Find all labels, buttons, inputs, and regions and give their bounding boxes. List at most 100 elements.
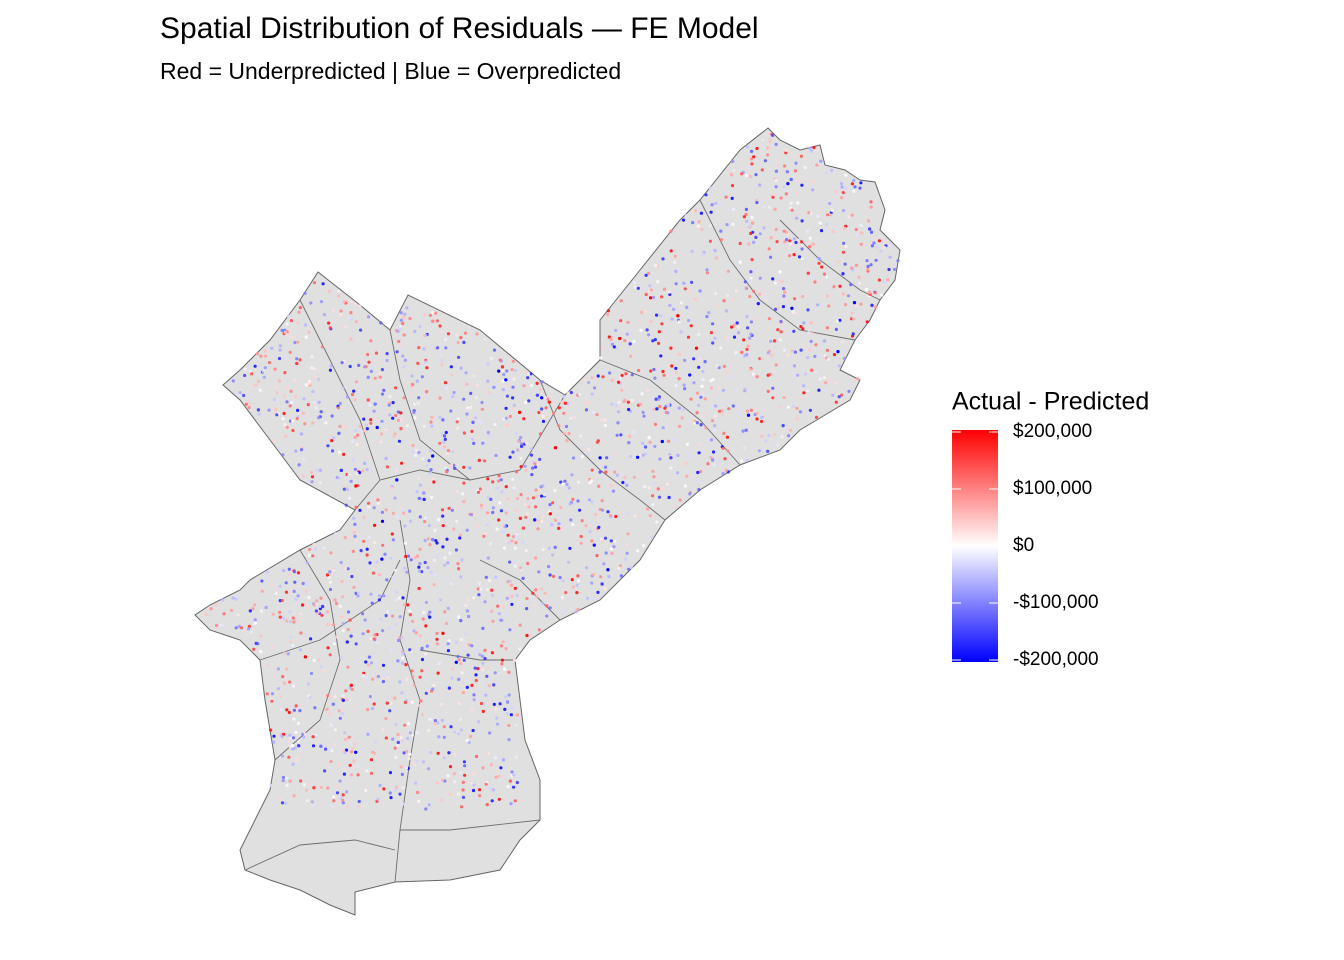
residual-point xyxy=(289,319,293,323)
residual-point xyxy=(478,794,482,798)
residual-point xyxy=(474,678,478,683)
residual-point xyxy=(447,686,451,690)
residual-point xyxy=(701,369,705,374)
residual-point xyxy=(475,524,479,528)
residual-point xyxy=(886,278,890,282)
residual-point xyxy=(648,514,653,518)
residual-point xyxy=(750,149,754,153)
residual-point xyxy=(749,276,753,280)
residual-point xyxy=(478,653,482,657)
residual-point xyxy=(767,317,772,321)
residual-point xyxy=(377,573,381,577)
residual-point xyxy=(396,418,400,422)
residual-point xyxy=(651,469,655,473)
residual-point xyxy=(816,214,820,218)
residual-point xyxy=(542,493,547,497)
residual-point xyxy=(345,640,349,644)
residual-point xyxy=(333,598,337,602)
residual-point xyxy=(841,191,845,195)
residual-point xyxy=(683,287,687,291)
residual-point xyxy=(441,418,445,422)
residual-point xyxy=(498,358,502,362)
district-line xyxy=(299,299,381,481)
residual-point xyxy=(401,596,405,600)
residual-point xyxy=(444,466,448,470)
residual-point xyxy=(364,365,368,369)
residual-point xyxy=(312,658,316,663)
residual-point xyxy=(437,661,442,666)
residual-point xyxy=(663,406,667,410)
residual-point xyxy=(331,702,335,706)
residual-point xyxy=(424,807,428,811)
residual-point xyxy=(431,454,435,458)
residual-point xyxy=(292,708,296,712)
residual-point xyxy=(459,662,463,666)
residual-point xyxy=(850,182,855,186)
residual-point xyxy=(580,519,584,523)
residual-point xyxy=(757,449,762,453)
residual-point xyxy=(433,719,437,723)
residual-point xyxy=(394,722,398,727)
residual-point xyxy=(402,365,406,369)
residual-point xyxy=(730,184,735,188)
residual-point xyxy=(618,564,623,568)
residual-point xyxy=(874,258,878,262)
residual-point xyxy=(484,575,488,579)
residual-point xyxy=(790,349,795,353)
residual-point xyxy=(339,655,343,659)
residual-point xyxy=(270,699,274,703)
residual-point xyxy=(421,457,425,461)
residual-point xyxy=(742,215,747,219)
residual-point xyxy=(776,328,780,332)
residual-point xyxy=(465,528,469,532)
residual-point xyxy=(436,671,440,675)
residual-point xyxy=(253,618,257,622)
residual-point xyxy=(471,772,475,776)
residual-point xyxy=(525,633,529,638)
residual-point xyxy=(466,406,470,410)
residual-point xyxy=(793,350,798,354)
residual-point xyxy=(462,481,466,485)
residual-point xyxy=(331,568,335,572)
residual-point xyxy=(683,484,687,488)
residual-point xyxy=(429,468,433,472)
residual-point xyxy=(807,211,811,215)
residual-point xyxy=(449,582,453,586)
residual-point xyxy=(459,728,463,732)
residual-point xyxy=(357,804,361,808)
residual-point xyxy=(302,783,306,787)
residual-point xyxy=(435,781,440,785)
residual-point xyxy=(557,424,561,428)
residual-point xyxy=(285,330,289,334)
residual-point xyxy=(313,706,317,710)
residual-point xyxy=(685,305,689,309)
residual-point xyxy=(362,539,366,543)
residual-point xyxy=(347,473,351,477)
residual-point xyxy=(774,227,778,232)
residual-point xyxy=(547,400,551,404)
residual-point xyxy=(356,433,360,437)
residual-point xyxy=(693,297,698,301)
residual-point xyxy=(822,238,826,242)
residual-point xyxy=(319,785,323,790)
residual-point xyxy=(502,417,506,421)
residual-point xyxy=(498,702,502,706)
residual-point xyxy=(380,510,384,514)
residual-point xyxy=(869,263,873,267)
residual-point xyxy=(480,407,484,411)
residual-point xyxy=(579,534,583,539)
residual-point xyxy=(488,786,492,790)
residual-point xyxy=(358,304,362,308)
residual-point xyxy=(875,245,879,249)
residual-point xyxy=(459,619,463,623)
residual-point xyxy=(398,596,402,600)
residual-point xyxy=(487,579,492,583)
residual-point xyxy=(731,375,735,379)
residual-point xyxy=(780,435,784,439)
residual-point xyxy=(721,446,725,450)
residual-point xyxy=(507,723,511,728)
residual-point xyxy=(284,581,288,585)
residual-point xyxy=(376,501,380,505)
residual-point xyxy=(789,428,793,432)
residual-point xyxy=(846,294,851,298)
